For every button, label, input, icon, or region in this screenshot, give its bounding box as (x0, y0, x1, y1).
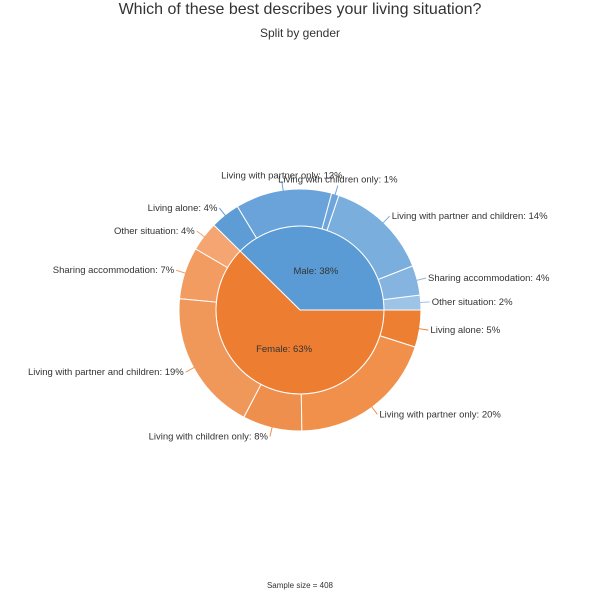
outer-slice-label: Living with children only: 1% (278, 175, 398, 186)
inner-slice-label: Male: 38% (293, 266, 338, 277)
leader-line (415, 277, 427, 282)
outer-slice-label: Living with partner and children: 19% (28, 367, 184, 378)
leader-line (334, 185, 339, 197)
outer-slice-label: Living alone: 5% (430, 325, 500, 336)
outer-slice-label: Living alone: 4% (148, 203, 218, 214)
chart-subtitle: Split by gender (259, 26, 341, 40)
leader-line (370, 405, 378, 415)
outer-slice-label: Living with partner and children: 14% (392, 211, 548, 222)
leader-line (417, 327, 429, 331)
outer-slice-label: Sharing accommodation: 7% (53, 265, 175, 276)
outer-slice-female-living-alone[interactable] (379, 309, 422, 348)
leader-line (185, 366, 196, 373)
leader-line (381, 215, 391, 225)
leader-line (418, 301, 430, 304)
chart-title: Which of these best describes your livin… (118, 1, 482, 18)
inner-slice-label: Female: 63% (256, 344, 313, 355)
outer-slice-label: Living with partner only: 13% (221, 170, 343, 181)
outer-slice-label: Sharing accommodation: 4% (428, 273, 550, 284)
outer-slice-label: Living with partner only: 20% (379, 409, 501, 420)
leader-line (269, 425, 273, 437)
leader-line (196, 230, 206, 239)
outer-slice-label: Living with children only: 8% (149, 431, 269, 442)
leader-line (176, 269, 187, 275)
leader-line (219, 207, 227, 217)
outer-slice-label: Other situation: 2% (432, 297, 513, 308)
sample-size-note: Sample size = 408 (266, 581, 334, 590)
outer-slice-label: Other situation: 4% (114, 226, 195, 237)
leader-line (281, 181, 284, 193)
